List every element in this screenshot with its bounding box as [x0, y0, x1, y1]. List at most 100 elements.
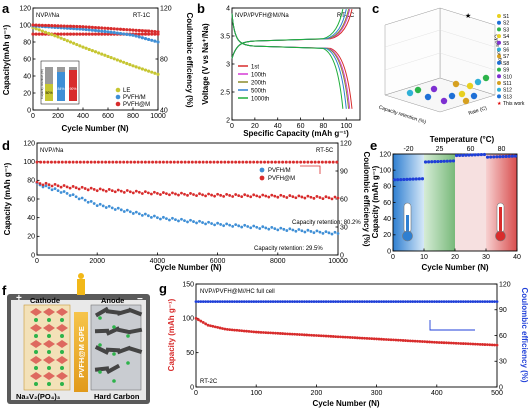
g-ce-point — [245, 300, 248, 303]
crystal-unit — [43, 372, 55, 380]
c-legend-marker — [497, 40, 501, 45]
d-ce-point — [49, 160, 53, 164]
g-capacity-point — [254, 330, 258, 334]
d-point-pvfhm — [146, 214, 150, 218]
na-ion — [60, 350, 64, 354]
g-ce-point — [485, 300, 489, 303]
g-ce-point — [430, 300, 434, 303]
g-ce-point — [204, 300, 208, 303]
e-point — [489, 155, 493, 159]
d-ce-point — [306, 160, 310, 164]
e-point — [510, 154, 514, 158]
d-point-pvfhm — [231, 224, 235, 228]
g-capacity-point — [341, 335, 345, 339]
a-point-le — [118, 59, 123, 63]
d-ce-point — [263, 160, 267, 164]
d-point-pvfhm — [149, 215, 153, 219]
g-ce-point — [317, 300, 321, 303]
b-discharge-1000th — [231, 13, 344, 109]
a-point-pvfhm — [125, 32, 129, 36]
d-point-pvfhm — [267, 195, 271, 199]
d-point-pvfhm — [146, 191, 150, 195]
a-point-le — [47, 31, 51, 35]
panel-d-data — [35, 160, 340, 236]
g-ce-point — [384, 300, 388, 303]
d-point-pvfhm — [171, 191, 174, 195]
d-point-pvfhm — [264, 194, 268, 198]
d-ce-point — [176, 160, 180, 164]
d-point-pvfhm — [216, 221, 220, 225]
d-point-pvfhm — [270, 193, 274, 197]
g-capacity-point — [213, 325, 217, 329]
d-point-pvfhm — [273, 194, 277, 198]
b-ytick-label: 2 — [226, 117, 230, 124]
a-xtick-label: 200 — [52, 113, 64, 120]
a-point-le — [109, 56, 113, 60]
d-point-pvfhm — [65, 185, 69, 189]
d-point-pvfhm — [258, 227, 262, 230]
d-ce-point — [60, 160, 64, 164]
g-capacity-point — [209, 324, 212, 328]
panel-d-rate: RT-5C — [316, 148, 334, 154]
g-y2tick-label: 30 — [499, 359, 507, 366]
a-point-pvfhm — [153, 29, 157, 34]
e-point — [430, 160, 434, 164]
d-point-pvfhm — [107, 188, 111, 191]
a-point-le — [34, 27, 38, 31]
a-point-le — [131, 64, 135, 68]
d-y2tick-label: 120 — [340, 140, 352, 147]
e-point — [436, 159, 440, 164]
d-point-pvfhm — [201, 193, 204, 197]
g-capacity-point — [240, 329, 244, 333]
d-ce-point — [57, 160, 61, 164]
panel-a-data — [31, 23, 160, 76]
d-point-pvfhm — [53, 187, 57, 191]
g-capacity-point — [278, 332, 282, 335]
g-ce-point — [336, 300, 340, 303]
d-point-pvfhm — [77, 187, 81, 191]
g-capacity-point — [235, 328, 239, 332]
panel-c-letter: c — [372, 1, 379, 16]
d-point-pvfhm — [68, 186, 72, 190]
g-capacity-point — [447, 341, 451, 345]
g-ce-point — [341, 300, 345, 303]
d-ce-point — [313, 160, 317, 164]
a-point-pvfhm — [156, 30, 160, 34]
g-capacity-point — [319, 334, 323, 338]
e-point — [396, 178, 400, 182]
c-legend-label: S13 — [503, 94, 512, 100]
d-ce-point — [39, 160, 43, 164]
e-temp-label: 25 — [436, 146, 444, 153]
g-capacity-point — [283, 332, 287, 336]
g-ce-point — [223, 300, 227, 303]
g-ce-point — [242, 300, 246, 303]
na-ion-anode — [112, 379, 116, 383]
d-y2tick-label: 90 — [340, 168, 348, 175]
e-point — [411, 177, 415, 181]
crystal-unit — [43, 356, 55, 364]
a-point-pvfhm — [90, 25, 94, 29]
d-point-pvfhm — [255, 194, 259, 198]
a-xtick-label: 600 — [102, 113, 114, 120]
d-ce-point — [219, 160, 223, 164]
a-point-pvfhm — [37, 23, 41, 27]
d-ce-point — [82, 160, 86, 164]
c-legend-marker: ★ — [497, 101, 502, 107]
a-point-pvfhm — [131, 28, 135, 32]
a-point-pvfhm — [128, 28, 132, 32]
d-point-pvfhm — [83, 198, 87, 202]
g-capacity-point — [392, 338, 395, 342]
g-capacity-point — [317, 334, 321, 338]
d-point-pvfhm — [92, 202, 96, 205]
d-point-pvfhm — [80, 196, 84, 200]
crystal-unit — [56, 372, 68, 380]
panel-c-star: ★ — [465, 12, 471, 20]
g-capacity-point — [408, 339, 412, 343]
g-capacity-point — [485, 343, 489, 347]
e-ytick-label: 120 — [379, 151, 391, 158]
g-ce-point — [396, 300, 400, 303]
a-ce-point — [97, 32, 101, 36]
a-ce-point — [84, 32, 88, 36]
crystal-unit — [30, 340, 42, 348]
d-ce-point — [140, 160, 144, 164]
